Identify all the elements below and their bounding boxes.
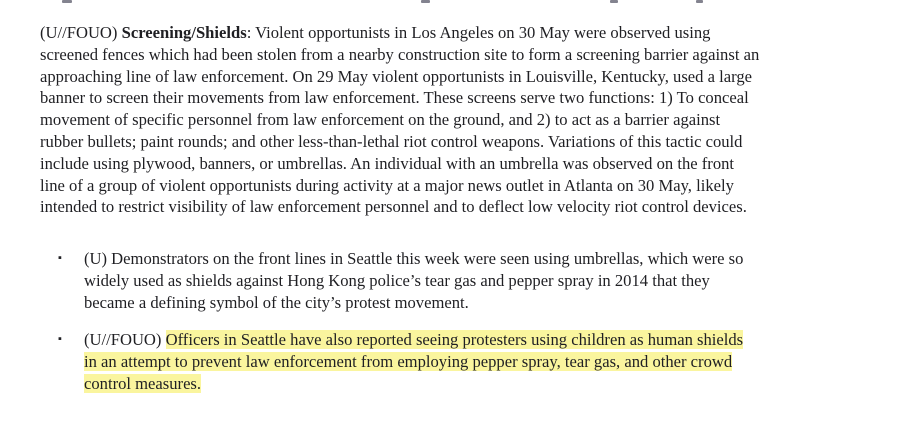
body-text: (U//FOUO): [84, 330, 166, 350]
text-fragment: [696, 0, 703, 3]
body-text: screened fences which had been stolen fr…: [40, 44, 760, 64]
text-line: banner to screen their movements from la…: [40, 87, 886, 109]
body-text: include using plywood, banners, or umbre…: [40, 153, 735, 173]
body-text: became a defining symbol of the city’s p…: [84, 292, 469, 312]
body-text: (U) Demonstrators on the front lines in …: [84, 249, 744, 268]
body-text: line of a group of violent opportunists …: [40, 175, 734, 195]
text-line: became a defining symbol of the city’s p…: [84, 292, 743, 314]
text-line: screened fences which had been stolen fr…: [40, 44, 886, 66]
body-text: banner to screen their movements from la…: [40, 88, 749, 108]
text-line: widely used as shields against Hong Kong…: [84, 270, 743, 292]
screening-shields-paragraph: (U//FOUO) Screening/Shields: Violent opp…: [40, 22, 886, 218]
bold-text: Screening/Shields: [121, 23, 247, 42]
body-text: widely used as shields against Hong Kong…: [84, 270, 710, 290]
body-text: intended to restrict visibility of law e…: [40, 197, 747, 217]
bullet-item: ▪ (U//FOUO) Officers in Seattle have also…: [58, 329, 744, 395]
bullet-item: ▪ (U) Demonstrators on the front lines in…: [58, 248, 743, 313]
text-line: include using plywood, banners, or umbre…: [40, 153, 886, 175]
bullet-text: (U) Demonstrators on the front lines in …: [84, 248, 743, 313]
body-text: rubber bullets; paint rounds; and other …: [40, 131, 743, 151]
bullet-square-icon: ▪: [58, 333, 62, 346]
text-line: approaching line of law enforcement. On …: [40, 66, 886, 88]
text-line: line of a group of violent opportunists …: [40, 175, 886, 197]
text-line: control measures.: [84, 373, 743, 395]
body-text: (U//FOUO): [40, 23, 122, 42]
text-line: movement of specific personnel from law …: [40, 109, 886, 131]
body-text: approaching line of law enforcement. On …: [40, 66, 752, 86]
highlighted-text: Officers in Seattle have also reported s…: [165, 330, 744, 350]
text-line: (U) Demonstrators on the front lines in …: [84, 248, 743, 270]
text-line: rubber bullets; paint rounds; and other …: [40, 131, 886, 153]
bullet-text: (U//FOUO) Officers in Seattle have also …: [84, 329, 744, 395]
highlighted-text: control measures.: [84, 373, 202, 393]
text-line: intended to restrict visibility of law e…: [40, 196, 886, 218]
body-text: : Violent opportunists in Los Angeles on…: [246, 23, 711, 42]
text-line: (U//FOUO) Officers in Seattle have also …: [84, 329, 744, 351]
text-line: in an attempt to prevent law enforcement…: [84, 351, 743, 373]
text-fragment: [421, 0, 430, 3]
bullet-square-icon: ▪: [58, 252, 62, 264]
bullet-list: ▪ (U) Demonstrators on the front lines in…: [58, 248, 743, 411]
text-fragment: [62, 0, 72, 3]
text-fragment: [610, 0, 618, 3]
highlighted-text: in an attempt to prevent law enforcement…: [84, 352, 733, 372]
body-text: movement of specific personnel from law …: [40, 110, 721, 130]
text-line: (U//FOUO) Screening/Shields: Violent opp…: [40, 22, 886, 44]
